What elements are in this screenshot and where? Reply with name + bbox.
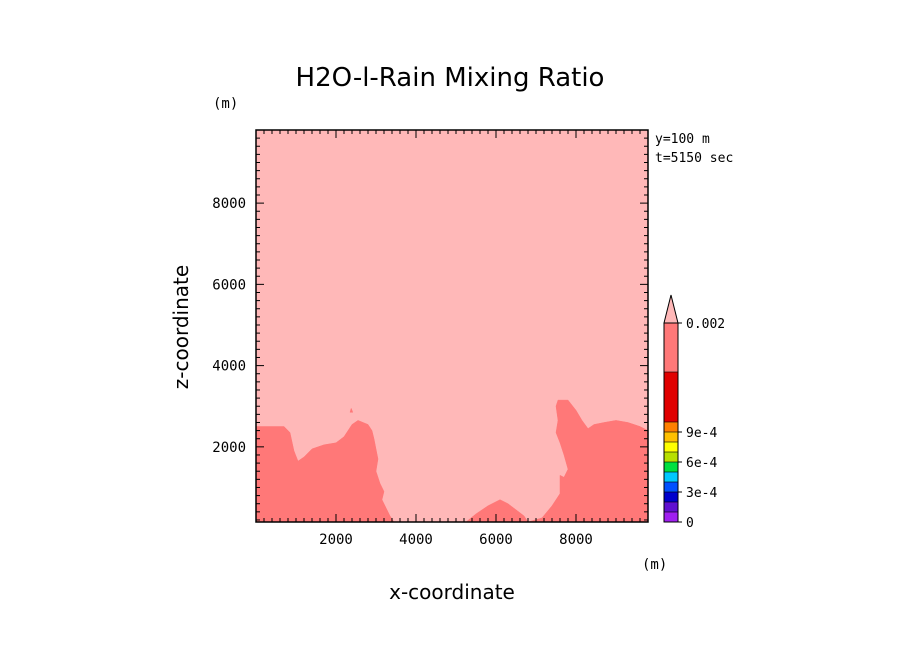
colorbar-tick-label: 0.002 [686,317,725,332]
annotation-time: t=5150 sec [655,151,733,166]
x-tick-label: 8000 [559,532,593,548]
y-tick-label: 4000 [212,359,246,375]
x-tick-label: 6000 [479,532,513,548]
colorbar-frame [663,322,679,523]
contour-region-1 [255,420,395,523]
colorbar-segment [664,442,678,452]
colorbar-segment [664,482,678,492]
y-unit-label: (m) [213,96,238,112]
colorbar-segment [664,323,678,372]
colorbar-tick-label: 9e-4 [686,426,717,441]
contour-fills [255,130,649,523]
colorbar-extend-arrow [663,294,679,324]
annotation-y-location: y=100 m [655,132,710,147]
colorbar-segment [664,512,678,522]
plot-axes: 2000 4000 6000 8000 2000 4000 6000 8000 [212,129,649,548]
colorbar-segment [664,422,678,432]
x-unit-label: (m) [642,557,667,573]
y-axis-label: z-coordinate [169,265,193,389]
colorbar-segment [664,452,678,462]
colorbar-tick-label: 3e-4 [686,486,717,501]
colorbar-segment [664,472,678,482]
x-tick-label: 2000 [319,532,353,548]
contour-region-2 [527,399,649,523]
x-tick-label: 4000 [399,532,433,548]
plot-frame [255,129,649,523]
contour-region-3 [465,499,529,523]
colorbar-segment [664,492,678,502]
y-tick-label: 2000 [212,440,246,456]
colorbar-segment [664,432,678,442]
contour-region-4 [349,407,354,413]
colorbar-segment [664,372,678,422]
colorbar-segment [664,462,678,472]
colorbar: 0.002 9e-4 6e-4 3e-4 0 [663,294,725,531]
y-tick-label: 8000 [212,196,246,212]
colorbar-segment [664,502,678,512]
chart-title: H2O-l-Rain Mixing Ratio [296,63,605,93]
colorbar-tick-label: 6e-4 [686,456,717,471]
x-axis-label: x-coordinate [389,580,515,604]
y-tick-label: 6000 [212,277,246,293]
colorbar-tick-label: 0 [686,516,694,531]
